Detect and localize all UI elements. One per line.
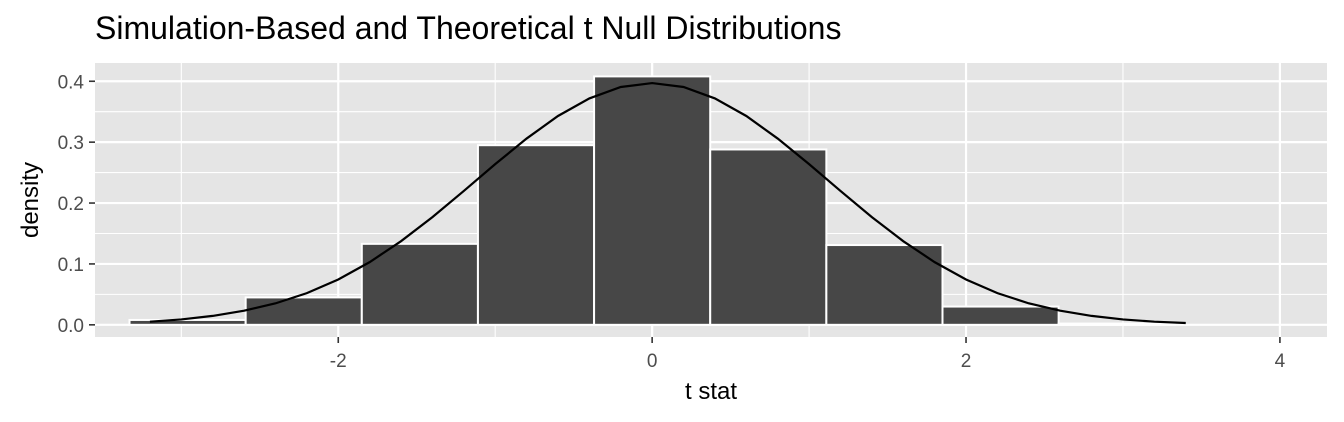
chart-title: Simulation-Based and Theoretical t Null … (95, 10, 842, 46)
x-tick-label: 4 (1275, 351, 1286, 372)
y-tick-label: 0.1 (58, 255, 84, 276)
x-axis: -2 0 2 4 (330, 337, 1286, 372)
histogram-bar (941, 305, 1060, 326)
y-axis: 0.0 0.1 0.2 0.3 0.4 (58, 72, 95, 337)
x-tick-label: -2 (330, 351, 347, 372)
x-tick-label: 0 (647, 351, 658, 372)
histogram-bar (244, 296, 363, 326)
y-tick-label: 0.0 (58, 316, 84, 337)
x-axis-title: t stat (685, 378, 737, 405)
histogram-bar (593, 75, 712, 326)
y-tick-label: 0.3 (58, 133, 84, 154)
histogram-bar (1057, 322, 1176, 326)
y-tick-label: 0.2 (58, 194, 84, 215)
histogram-bar (709, 148, 828, 326)
y-tick-label: 0.4 (58, 72, 85, 93)
y-axis-title: density (17, 162, 44, 238)
histogram-bar (128, 318, 247, 326)
histogram-bar (476, 144, 596, 326)
x-tick-label: 2 (961, 351, 972, 372)
theoretical-density-curve (149, 81, 1186, 325)
histogram-bar (825, 244, 944, 326)
histogram-bars (128, 75, 1176, 326)
